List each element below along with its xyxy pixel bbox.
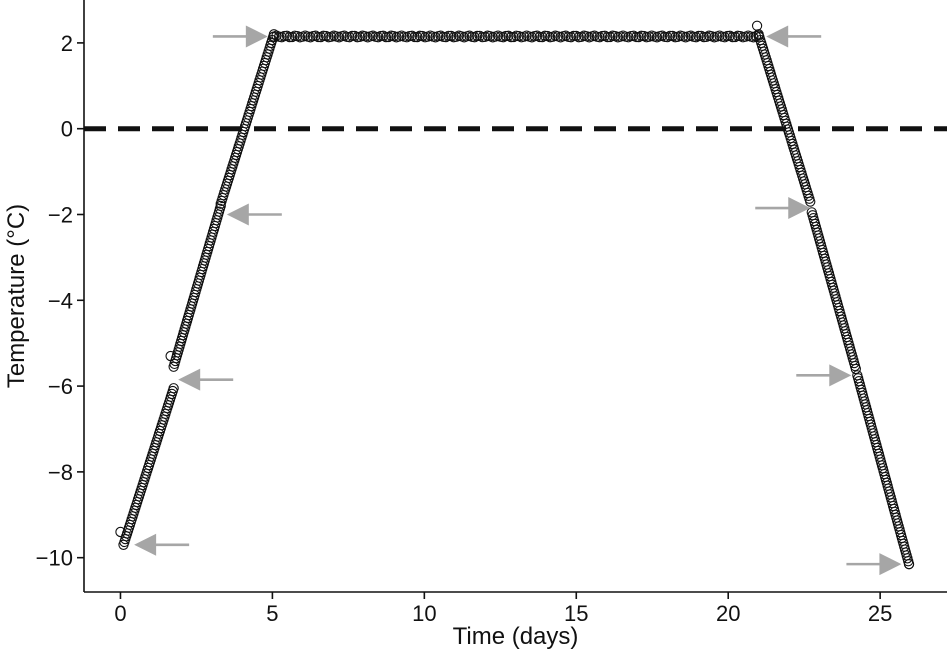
data-point [276,32,287,43]
data-point [690,32,702,43]
data-point [662,31,673,43]
data-point [534,31,545,43]
data-point [571,30,582,42]
x-tick-label: 0 [114,601,126,626]
data-point [594,32,605,43]
data-point [287,31,298,43]
data-point [542,30,553,42]
data-point [315,31,326,43]
data-point [378,30,389,41]
data-point [472,30,483,42]
y-axis-title: Temperature (°C) [3,204,30,388]
annotation-arrows [134,25,902,576]
x-tick-label: 25 [868,601,892,626]
data-point [729,31,741,43]
data-point [479,31,491,43]
data-point [667,30,678,42]
y-tick-label: −2 [48,202,73,227]
data-point [320,30,332,42]
data-point [344,32,355,43]
data-point [693,30,704,42]
data-point [727,31,738,43]
data-point [474,30,485,42]
data-point [633,31,644,43]
annotation-arrow [226,203,282,226]
x-tick-label: 5 [266,601,278,626]
annotation-arrow [178,368,234,391]
annotation-arrow [766,25,822,48]
data-point [440,31,452,43]
data-point [346,30,358,42]
data-point [505,31,517,43]
data-point [284,31,295,43]
data-point [310,30,321,41]
data-point [657,30,668,41]
x-axis-title: Time (days) [453,623,579,650]
data-point [383,31,394,43]
annotation-arrow [755,197,811,220]
data-point [503,30,514,41]
data-point [406,30,418,41]
data-point [805,196,816,207]
data-point [508,31,519,43]
data-point [498,32,509,43]
data-point [599,30,611,41]
data-point [435,30,446,41]
data-point [604,31,616,43]
data-point [165,350,176,362]
y-tick-label: 0 [61,117,73,142]
data-point [664,30,676,42]
y-tick-label: −10 [36,546,73,571]
data-point [445,30,457,42]
axes [83,0,947,593]
annotation-arrow [796,364,852,387]
data-points [115,20,915,570]
data-point [903,558,915,570]
data-point [531,30,543,41]
data-point [628,30,639,41]
data-point [630,31,642,43]
data-point [380,31,392,43]
data-point [724,30,736,41]
data-point [565,32,577,43]
data-point [373,32,384,43]
data-point [537,31,548,43]
x-tick-label: 10 [412,601,436,626]
data-point [850,363,861,375]
data-point [751,20,763,31]
data-point [443,30,454,41]
annotation-arrow [212,25,268,48]
data-point [409,31,420,43]
data-point [701,31,712,43]
data-point [313,31,324,43]
data-point [696,30,707,41]
x-tick-label: 20 [716,601,740,626]
annotation-arrow [846,553,902,576]
ticks: 0 5 10 15 20 25 −10 −8 −6 −4 −2 0 2 [36,31,893,626]
data-point [638,30,650,42]
data-point [602,31,613,43]
data-point [115,526,126,538]
data-point [469,32,480,43]
data-point [281,30,293,41]
y-tick-label: 2 [61,31,73,56]
y-tick-label: −8 [48,460,73,485]
data-point [168,383,179,394]
data-point [568,30,579,42]
data-point [412,31,423,43]
annotation-arrow [134,533,190,556]
x-tick-label: 15 [564,601,588,626]
data-point [349,30,360,42]
y-tick-label: −4 [48,288,73,313]
y-tick-label: −6 [48,374,73,399]
